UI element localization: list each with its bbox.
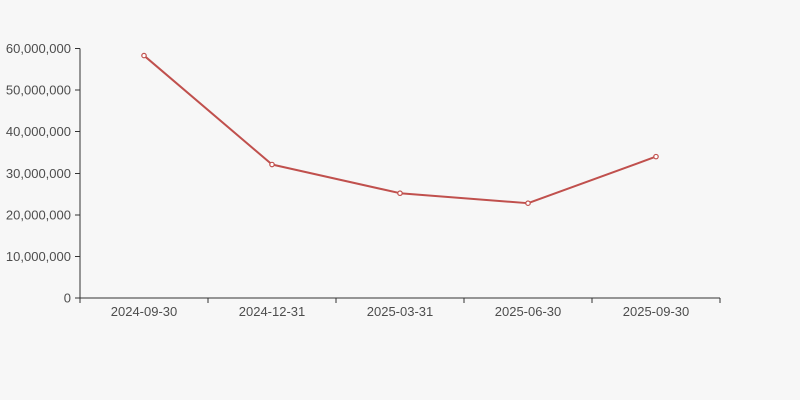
x-axis-tick-label: 2025-03-31 bbox=[367, 304, 434, 319]
data-point-marker[interactable] bbox=[269, 161, 275, 168]
x-axis-tick-label: 2025-09-30 bbox=[623, 304, 690, 319]
data-point-marker[interactable] bbox=[653, 153, 659, 160]
data-point-marker[interactable] bbox=[397, 190, 403, 197]
y-axis-tick-label: 50,000,000 bbox=[6, 83, 71, 98]
y-axis-tick-label: 20,000,000 bbox=[6, 207, 71, 222]
data-point-marker[interactable] bbox=[141, 52, 147, 59]
y-axis-tick-label: 0 bbox=[64, 291, 71, 306]
x-axis-tick-label: 2024-12-31 bbox=[239, 304, 306, 319]
y-axis-tick-label: 40,000,000 bbox=[6, 124, 71, 139]
y-axis-tick-label: 10,000,000 bbox=[6, 249, 71, 264]
x-axis-tick-label: 2025-06-30 bbox=[495, 304, 562, 319]
y-axis-tick-label: 30,000,000 bbox=[6, 166, 71, 181]
data-point-marker[interactable] bbox=[525, 200, 531, 206]
y-axis-tick-label: 60,000,000 bbox=[6, 41, 71, 56]
x-axis-tick-label: 2024-09-30 bbox=[111, 304, 178, 319]
